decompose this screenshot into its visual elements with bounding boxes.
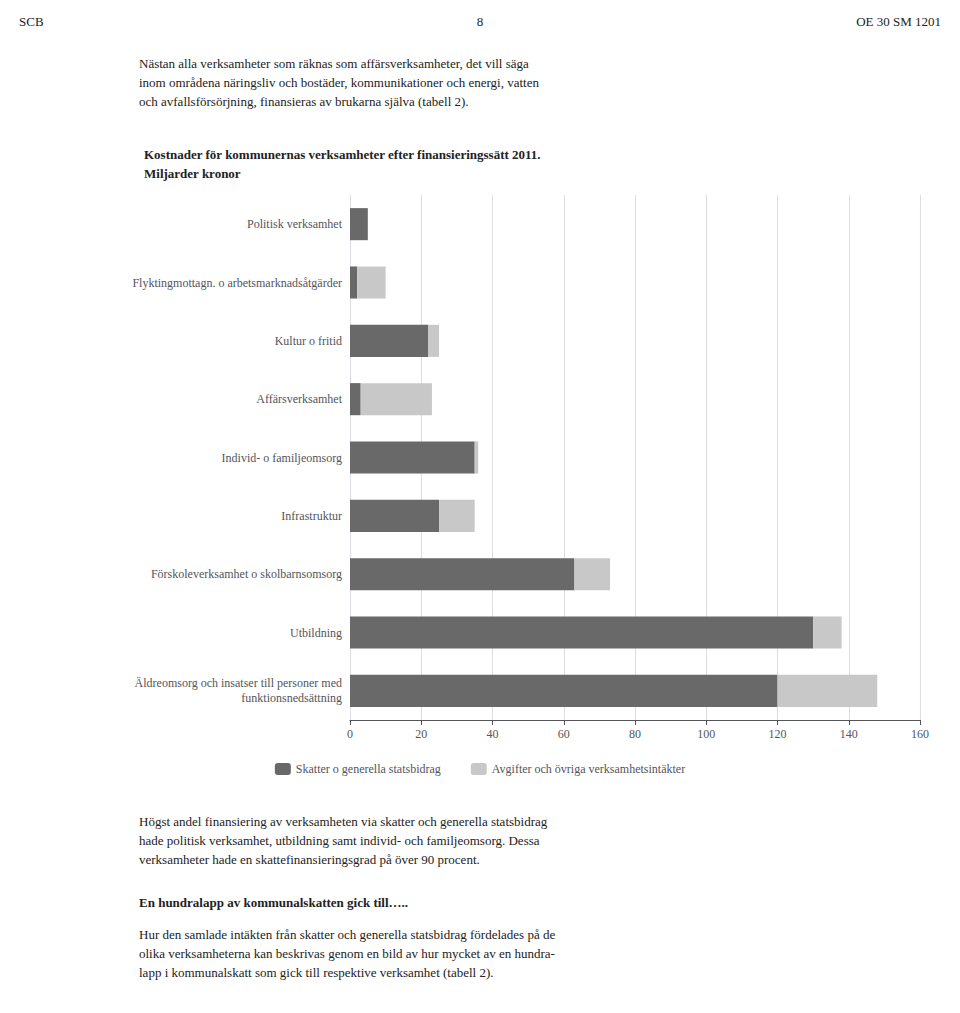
svg-text:OE 30 SM 1201: OE 30 SM 1201 <box>856 14 941 29</box>
svg-text:160: 160 <box>911 727 929 741</box>
svg-text:verksamheter hade en skattefin: verksamheter hade en skattefinansierings… <box>139 852 480 867</box>
svg-text:funktionsnedsättning: funktionsnedsättning <box>241 691 342 705</box>
svg-text:Infrastruktur: Infrastruktur <box>281 509 342 523</box>
svg-text:Miljarder kronor: Miljarder kronor <box>144 166 241 181</box>
svg-text:Politisk verksamhet: Politisk verksamhet <box>247 217 343 231</box>
svg-text:Affärsverksamhet: Affärsverksamhet <box>256 392 342 406</box>
svg-text:Hur den samlade intäkten från: Hur den samlade intäkten från skatter oc… <box>139 927 555 942</box>
svg-text:lapp i kommunalskatt som gick: lapp i kommunalskatt som gick till respe… <box>139 965 494 980</box>
svg-text:hade politisk verksamhet, utbi: hade politisk verksamhet, utbildning sam… <box>139 833 540 848</box>
svg-text:Utbildning: Utbildning <box>290 626 342 640</box>
svg-text:8: 8 <box>477 14 484 29</box>
svg-text:Förskoleverksamhet o skolbarns: Förskoleverksamhet o skolbarnsomsorg <box>151 567 342 581</box>
svg-text:0: 0 <box>347 727 353 741</box>
svg-text:Äldreomsorg och insatser till: Äldreomsorg och insatser till personer m… <box>135 676 342 690</box>
svg-text:60: 60 <box>558 727 570 741</box>
svg-text:och avfallsförsörjning, finans: och avfallsförsörjning, finansieras av b… <box>139 94 469 109</box>
svg-text:120: 120 <box>769 727 787 741</box>
svg-text:Kultur o fritid: Kultur o fritid <box>275 334 342 348</box>
svg-text:Kostnader för kommunernas verk: Kostnader för kommunernas verksamheter e… <box>144 147 541 162</box>
svg-text:Flyktingmottagn. o arbetsmarkn: Flyktingmottagn. o arbetsmarknadsåtgärde… <box>132 276 342 290</box>
svg-text:inom områdena näringsliv och b: inom områdena näringsliv och bostäder, k… <box>139 75 539 90</box>
svg-text:SCB: SCB <box>19 14 44 29</box>
svg-text:Nästan alla verksamheter som r: Nästan alla verksamheter som räknas som … <box>139 56 529 71</box>
svg-text:40: 40 <box>487 727 499 741</box>
svg-text:Högst andel finansiering av ve: Högst andel finansiering av verksamheten… <box>139 814 548 829</box>
svg-text:20: 20 <box>415 727 427 741</box>
svg-text:En hundralapp av kommunalskatt: En hundralapp av kommunalskatten gick ti… <box>139 895 408 910</box>
svg-text:140: 140 <box>840 727 858 741</box>
svg-text:Avgifter och övriga verksamhet: Avgifter och övriga verksamhetsintäkter <box>492 762 685 776</box>
svg-text:100: 100 <box>697 727 715 741</box>
svg-text:80: 80 <box>629 727 641 741</box>
svg-text:Individ- o familjeomsorg: Individ- o familjeomsorg <box>222 451 342 465</box>
svg-text:olika verksamheterna kan beskr: olika verksamheterna kan beskrivas genom… <box>139 946 555 961</box>
svg-text:Skatter o generella statsbidra: Skatter o generella statsbidrag <box>296 762 441 776</box>
